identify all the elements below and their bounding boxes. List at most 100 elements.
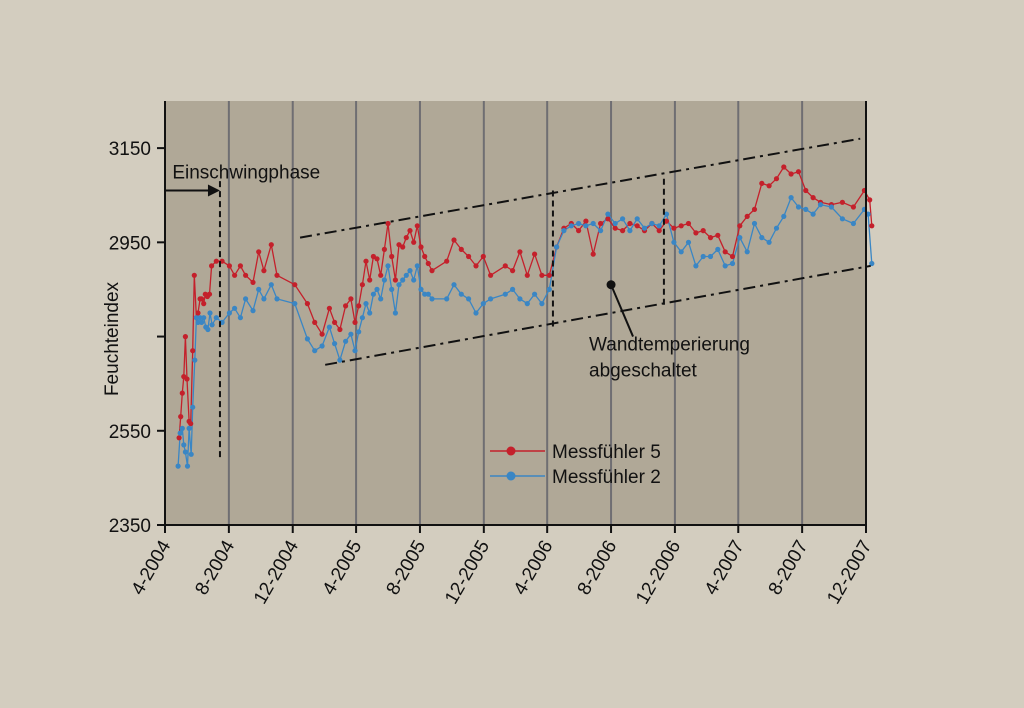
data-point-messfuehler-2	[274, 296, 280, 302]
data-point-messfuehler-2	[663, 211, 670, 217]
data-point-messfuehler-5	[176, 435, 182, 441]
data-point-messfuehler-5	[524, 272, 530, 278]
x-tick-label: 12-2004	[250, 537, 303, 608]
data-point-messfuehler-2	[700, 253, 706, 260]
data-point-messfuehler-2	[292, 301, 298, 307]
data-point-messfuehler-2	[715, 246, 721, 252]
data-point-messfuehler-2	[319, 343, 325, 349]
data-point-messfuehler-5	[418, 244, 424, 250]
data-point-messfuehler-2	[261, 296, 267, 302]
data-point-messfuehler-5	[319, 331, 325, 337]
legend-label-messfuehler-5: Messfühler 5	[552, 442, 661, 463]
data-point-messfuehler-5	[363, 258, 369, 264]
data-point-messfuehler-2	[367, 310, 373, 316]
data-point-messfuehler-2	[182, 449, 188, 455]
data-point-messfuehler-5	[737, 223, 743, 229]
data-point-messfuehler-2	[188, 451, 194, 457]
data-point-messfuehler-2	[656, 223, 662, 229]
data-point-messfuehler-5	[425, 260, 431, 267]
data-point-messfuehler-2	[641, 225, 648, 231]
data-point-messfuehler-5	[191, 272, 197, 278]
data-point-messfuehler-5	[237, 263, 243, 269]
data-point-messfuehler-2	[392, 310, 398, 316]
wandtemperierung-pointer-line	[610, 284, 634, 337]
data-point-messfuehler-2	[179, 425, 185, 431]
data-point-messfuehler-5	[188, 421, 194, 427]
data-point-messfuehler-2	[197, 315, 203, 321]
x-tick-label: 4-2004	[128, 537, 176, 599]
data-point-messfuehler-5	[381, 246, 387, 252]
data-point-messfuehler-2	[561, 228, 567, 234]
data-point-messfuehler-2	[226, 310, 232, 316]
data-point-messfuehler-2	[381, 277, 387, 283]
data-point-messfuehler-5	[598, 220, 604, 227]
data-point-messfuehler-2	[359, 315, 365, 321]
data-point-messfuehler-2	[869, 260, 875, 267]
data-point-messfuehler-2	[177, 430, 183, 436]
data-point-messfuehler-2	[850, 220, 857, 227]
data-point-messfuehler-2	[620, 216, 626, 222]
data-point-messfuehler-5	[766, 183, 772, 189]
data-point-messfuehler-2	[788, 195, 794, 201]
data-point-messfuehler-2	[175, 463, 181, 469]
data-point-messfuehler-2	[502, 291, 508, 297]
data-point-messfuehler-2	[480, 301, 486, 307]
data-point-messfuehler-2	[396, 282, 402, 288]
data-point-messfuehler-5	[400, 244, 406, 250]
data-point-messfuehler-5	[407, 228, 413, 234]
data-point-messfuehler-5	[678, 223, 684, 229]
plot-background	[165, 101, 866, 525]
y-tick-label: 3150	[109, 139, 151, 160]
data-point-messfuehler-5	[509, 268, 516, 274]
data-point-messfuehler-2	[524, 301, 530, 307]
data-point-messfuehler-5	[869, 223, 875, 229]
data-point-messfuehler-5	[517, 249, 523, 255]
data-point-messfuehler-2	[199, 319, 205, 325]
data-point-messfuehler-2	[201, 315, 207, 321]
data-point-messfuehler-2	[418, 286, 424, 292]
data-point-messfuehler-2	[590, 220, 596, 227]
data-point-messfuehler-5	[411, 239, 417, 245]
x-tick-label: 4-2006	[510, 537, 558, 599]
data-point-messfuehler-2	[181, 442, 187, 448]
data-point-messfuehler-5	[803, 187, 809, 194]
data-point-messfuehler-2	[352, 348, 358, 354]
data-point-messfuehler-2	[817, 202, 824, 208]
data-point-messfuehler-5	[781, 164, 787, 170]
data-point-messfuehler-2	[385, 263, 391, 269]
data-point-messfuehler-5	[374, 256, 380, 262]
data-point-messfuehler-5	[178, 414, 184, 420]
data-point-messfuehler-5	[392, 277, 398, 283]
data-point-messfuehler-5	[488, 272, 494, 278]
data-point-messfuehler-5	[850, 204, 857, 210]
data-point-messfuehler-2	[407, 268, 413, 274]
data-point-messfuehler-2	[649, 220, 655, 227]
data-point-messfuehler-2	[466, 296, 472, 302]
data-point-messfuehler-5	[729, 253, 736, 260]
data-point-messfuehler-2	[243, 296, 249, 302]
data-point-messfuehler-5	[226, 263, 232, 269]
data-point-messfuehler-2	[378, 296, 384, 302]
data-point-messfuehler-2	[598, 228, 604, 234]
data-point-messfuehler-5	[795, 169, 802, 175]
data-point-messfuehler-5	[343, 303, 349, 309]
data-point-messfuehler-2	[389, 286, 395, 292]
x-tick-label: 4-2005	[319, 537, 367, 599]
data-point-messfuehler-2	[337, 357, 343, 363]
data-point-messfuehler-5	[759, 180, 765, 186]
data-point-messfuehler-5	[744, 213, 750, 219]
data-point-messfuehler-5	[422, 253, 428, 260]
data-point-messfuehler-2	[184, 463, 191, 469]
data-point-messfuehler-5	[201, 301, 207, 307]
data-point-messfuehler-2	[268, 282, 274, 288]
data-point-messfuehler-2	[671, 239, 677, 245]
legend-marker-messfuehler-2	[506, 471, 516, 481]
data-point-messfuehler-2	[509, 286, 516, 292]
data-point-messfuehler-2	[348, 331, 354, 337]
data-point-messfuehler-5	[352, 319, 358, 325]
data-point-messfuehler-2	[304, 336, 310, 342]
data-point-messfuehler-5	[414, 223, 420, 229]
trend-line-1	[325, 264, 871, 366]
data-point-messfuehler-5	[243, 272, 249, 278]
